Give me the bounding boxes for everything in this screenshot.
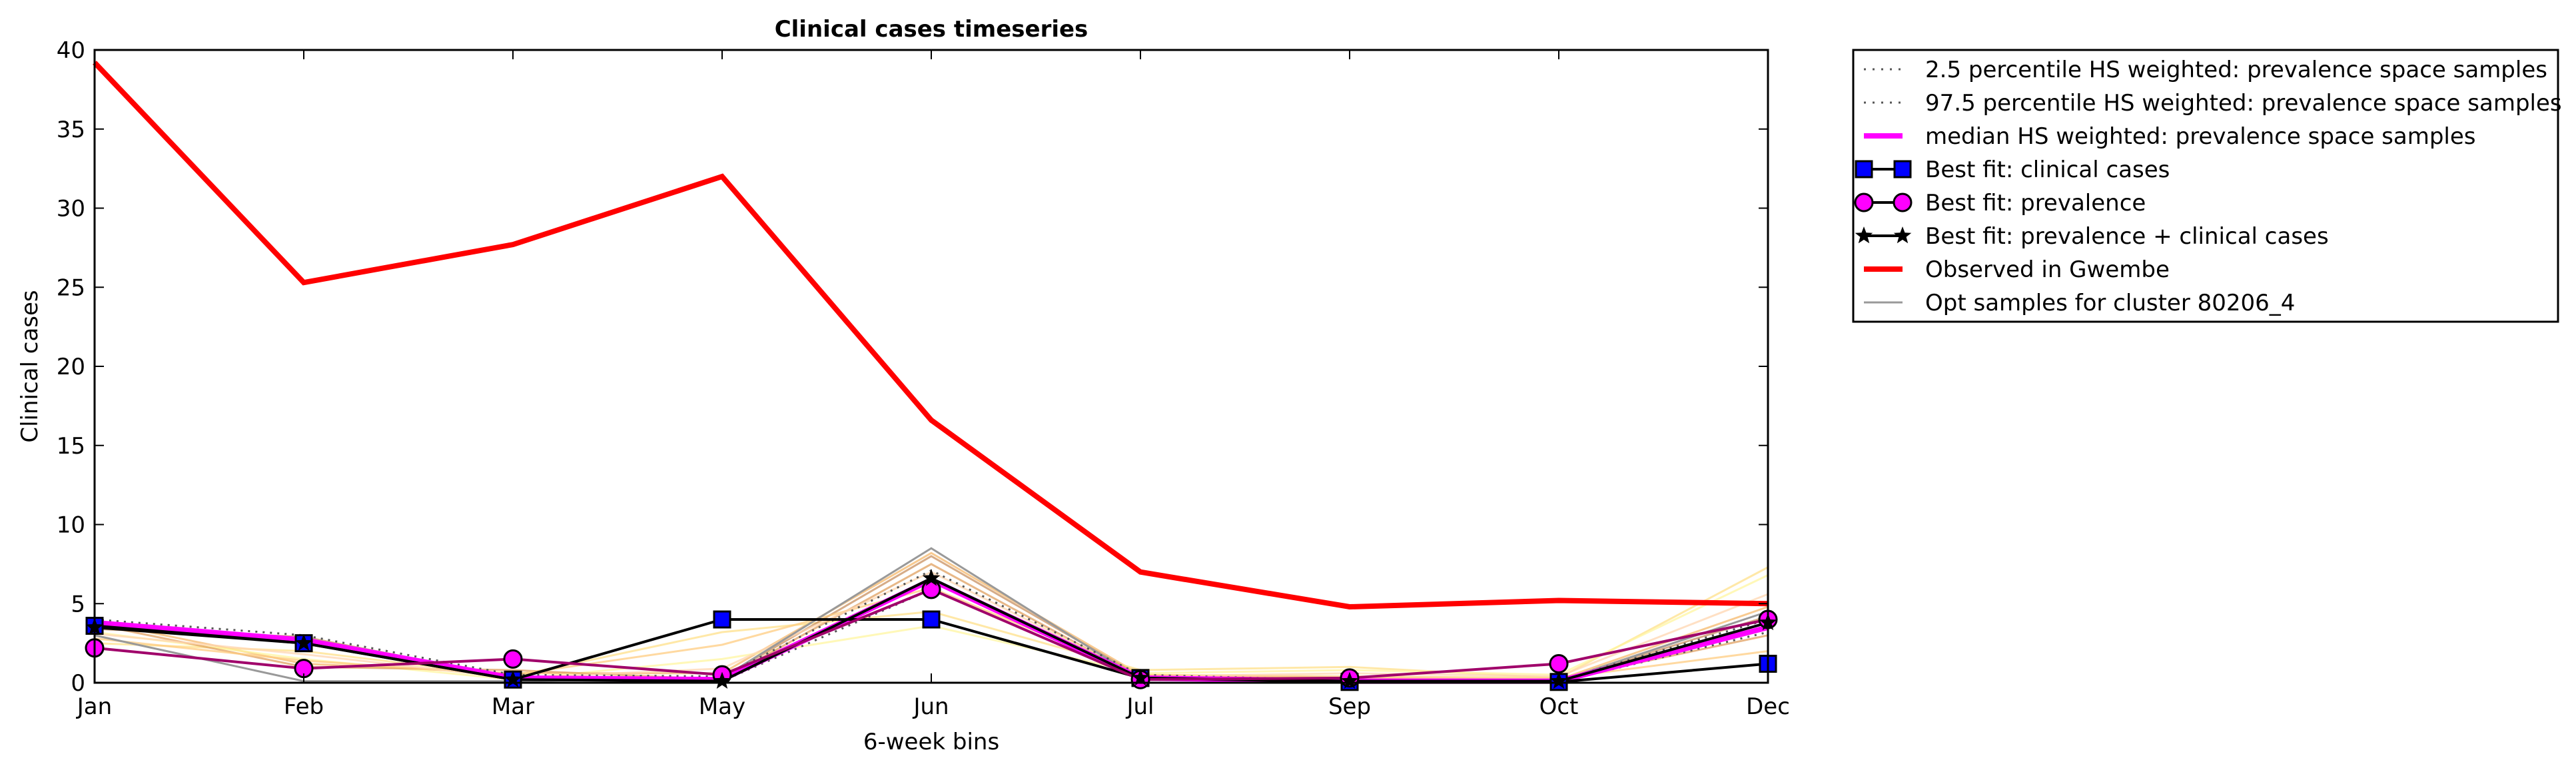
y-tick-label-25: 25 bbox=[57, 274, 85, 301]
plot-area bbox=[85, 49, 1778, 691]
legend-marker-square-left bbox=[1855, 160, 1873, 179]
clinical-cases-marker-3 bbox=[713, 610, 731, 629]
clinical-cases-marker-4 bbox=[922, 610, 941, 629]
x-tick-label-may: May bbox=[699, 693, 745, 720]
y-tick-label-30: 30 bbox=[57, 196, 85, 222]
y-tick-label-40: 40 bbox=[57, 37, 85, 64]
legend-label-0: 2.5 percentile HS weighted: prevalence s… bbox=[1925, 57, 2547, 83]
legend-marker-square-right bbox=[1893, 160, 1912, 179]
y-axis-label: Clinical cases bbox=[17, 290, 43, 442]
legend-label-6: Observed in Gwembe bbox=[1925, 256, 2170, 283]
prevalence-marker-4 bbox=[921, 579, 941, 599]
x-tick-label-jul: Jul bbox=[1125, 693, 1154, 720]
legend-label-3: Best fit: clinical cases bbox=[1925, 157, 2170, 183]
x-tick-label-jun: Jun bbox=[912, 693, 949, 720]
legend-marker-star-left bbox=[1855, 226, 1873, 244]
x-tick-label-sep: Sep bbox=[1328, 693, 1371, 720]
combined-fit-marker-1 bbox=[294, 633, 313, 651]
x-tick-label-feb: Feb bbox=[284, 693, 324, 720]
y-tick-label-15: 15 bbox=[57, 433, 85, 460]
legend-label-2: median HS weighted: prevalence space sam… bbox=[1925, 123, 2476, 150]
series-line-6 bbox=[93, 61, 1769, 610]
legend-box bbox=[1852, 49, 2559, 323]
legend: 2.5 percentile HS weighted: prevalence s… bbox=[1852, 49, 2562, 323]
chart-title: Clinical cases timeseries bbox=[775, 16, 1088, 43]
prevalence-marker-2 bbox=[503, 649, 523, 669]
y-tick-label-35: 35 bbox=[57, 117, 85, 143]
legend-label-7: Opt samples for cluster 80206_4 bbox=[1925, 290, 2295, 316]
prevalence-marker-7 bbox=[1549, 654, 1569, 673]
legend-label-1: 97.5 percentile HS weighted: prevalence … bbox=[1925, 90, 2562, 117]
y-tick-label-0: 0 bbox=[71, 670, 85, 697]
legend-marker-star-right bbox=[1893, 226, 1912, 244]
y-tick-label-10: 10 bbox=[57, 512, 85, 539]
x-tick-label-dec: Dec bbox=[1746, 693, 1790, 720]
x-tick-label-mar: Mar bbox=[492, 693, 534, 720]
legend-label-5: Best fit: prevalence + clinical cases bbox=[1925, 223, 2329, 250]
legend-marker-circle-left bbox=[1854, 193, 1874, 212]
legend-marker-circle-right bbox=[1893, 193, 1913, 212]
x-tick-label-jan: Jan bbox=[76, 693, 112, 720]
y-tick-label-5: 5 bbox=[71, 591, 85, 617]
y-tick-label-20: 20 bbox=[57, 354, 85, 380]
x-tick-label-oct: Oct bbox=[1539, 693, 1579, 720]
x-axis-label: 6-week bins bbox=[863, 729, 999, 755]
combined-fit-marker-4 bbox=[922, 569, 941, 586]
legend-label-4: Best fit: prevalence bbox=[1925, 190, 2146, 216]
